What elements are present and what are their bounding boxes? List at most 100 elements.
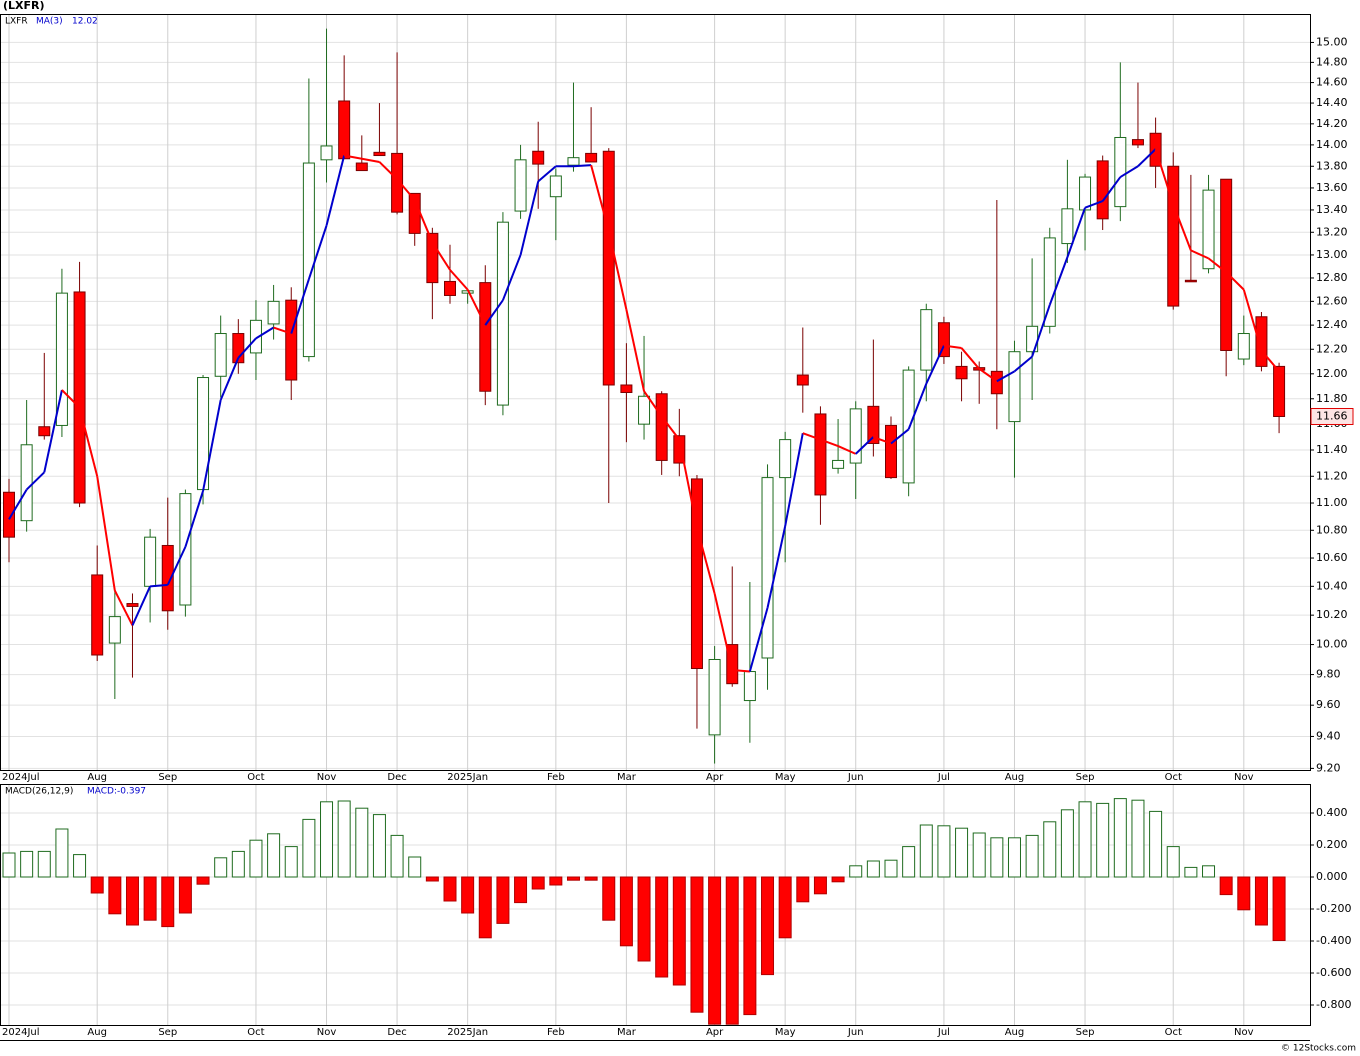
y-tick-label: 14.60 xyxy=(1316,76,1348,89)
macd-bar xyxy=(743,876,757,1016)
y-tick-label: 11.00 xyxy=(1316,496,1348,509)
x-tick-label: Mar xyxy=(617,1027,637,1038)
macd-bar xyxy=(831,876,845,883)
candle-body xyxy=(567,157,580,166)
macd-bar xyxy=(425,876,439,882)
macd-bar xyxy=(1096,802,1110,878)
candle-body xyxy=(726,644,739,685)
ma-line xyxy=(748,607,769,672)
macd-bar xyxy=(496,876,510,924)
y-tick-label: 13.60 xyxy=(1316,181,1348,194)
candle-body xyxy=(302,162,315,358)
macd-bar xyxy=(619,876,633,947)
candle-body xyxy=(1043,237,1056,327)
x-tick-label: Aug xyxy=(87,772,107,783)
candle-body xyxy=(920,309,933,371)
x-tick-label: 2025Jan xyxy=(447,772,488,783)
ma-line xyxy=(273,326,292,335)
ma-line xyxy=(166,546,187,586)
ma-line xyxy=(1225,271,1245,291)
y-tick-label: 13.40 xyxy=(1316,203,1348,216)
y-tick-label: 0.000 xyxy=(1316,870,1348,883)
ma-line xyxy=(1190,249,1209,260)
ma-line xyxy=(607,230,628,310)
y-tick-label: 14.00 xyxy=(1316,138,1348,151)
y-tick-label: 0.400 xyxy=(1316,806,1348,819)
legend-ma-value: 12.02 xyxy=(72,17,98,27)
x-tick-label: Apr xyxy=(706,1027,724,1038)
candle-body xyxy=(1114,136,1127,208)
y-tick-label: 11.80 xyxy=(1316,392,1348,405)
ma-line xyxy=(519,181,540,256)
macd-bar xyxy=(231,850,245,878)
macd-bar xyxy=(514,876,528,904)
candle-body xyxy=(285,299,298,381)
macd-bar xyxy=(849,865,863,878)
x-tick-label: Jun xyxy=(847,772,864,783)
candle-body xyxy=(902,369,915,484)
macd-bar xyxy=(1219,876,1233,896)
candle-body xyxy=(144,536,157,587)
x-tick-label: Jun xyxy=(847,1027,864,1038)
ma-line xyxy=(219,357,240,401)
candle-body xyxy=(832,459,845,469)
candle-body xyxy=(91,574,104,656)
candle-body xyxy=(743,671,756,702)
chart-title: (LXFR) xyxy=(3,0,45,12)
macd-bar xyxy=(1166,846,1180,878)
macd-bar xyxy=(919,824,933,878)
candle-body xyxy=(885,424,897,479)
candle-body xyxy=(585,152,598,163)
macd-bar xyxy=(178,876,192,914)
candle-body xyxy=(1167,165,1180,307)
ma-line xyxy=(131,585,152,626)
x-tick-label: Nov xyxy=(317,1027,337,1038)
x-tick-label: Sep xyxy=(158,772,177,783)
candle-body xyxy=(514,159,527,212)
ma-line xyxy=(625,309,646,392)
y-tick-label: 10.40 xyxy=(1316,579,1348,592)
y-tick-label: 11.20 xyxy=(1316,469,1348,482)
ma-line xyxy=(501,254,522,301)
ma-line xyxy=(1172,204,1192,251)
macd-bar xyxy=(690,876,704,1013)
candle-body xyxy=(3,491,15,538)
macd-bar xyxy=(73,854,87,878)
ma-line xyxy=(996,370,1015,383)
y-tick-label: -0.400 xyxy=(1316,934,1351,947)
y-tick-label: 9.20 xyxy=(1316,761,1341,774)
candle-body xyxy=(161,544,174,612)
y-tick-label: 15.00 xyxy=(1316,35,1348,48)
x-tick-label: May xyxy=(775,772,796,783)
x-tick-label: Aug xyxy=(1005,1027,1025,1038)
macd-bar xyxy=(761,876,775,976)
x-tick-label: 2024Jul xyxy=(2,772,40,783)
macd-bar xyxy=(955,827,969,878)
ma-line xyxy=(184,490,204,548)
candle-body xyxy=(955,365,968,380)
macd-bar xyxy=(196,876,210,885)
candle-body xyxy=(108,616,121,644)
legend-ticker: LXFR xyxy=(5,17,28,27)
ma-line xyxy=(713,593,734,671)
candle-body xyxy=(1237,333,1250,360)
candle-body xyxy=(214,333,227,377)
candle-body xyxy=(232,333,245,364)
y-tick-label: -0.600 xyxy=(1316,966,1351,979)
macd-bar xyxy=(37,850,51,878)
candle-body xyxy=(426,232,439,284)
candle-body xyxy=(55,292,68,426)
macd-bar xyxy=(1113,798,1127,878)
candle-body xyxy=(761,477,774,659)
candle-body xyxy=(1220,178,1233,351)
y-tick-label: 14.20 xyxy=(1316,117,1348,130)
x-tick-label: Jul xyxy=(937,772,950,783)
x-tick-label: Sep xyxy=(1076,772,1095,783)
ma-line xyxy=(113,590,134,626)
ma-line xyxy=(820,438,839,448)
macd-bar xyxy=(125,876,139,926)
candle-body xyxy=(267,300,280,325)
ma-line xyxy=(378,161,398,180)
ma-line xyxy=(237,337,257,359)
